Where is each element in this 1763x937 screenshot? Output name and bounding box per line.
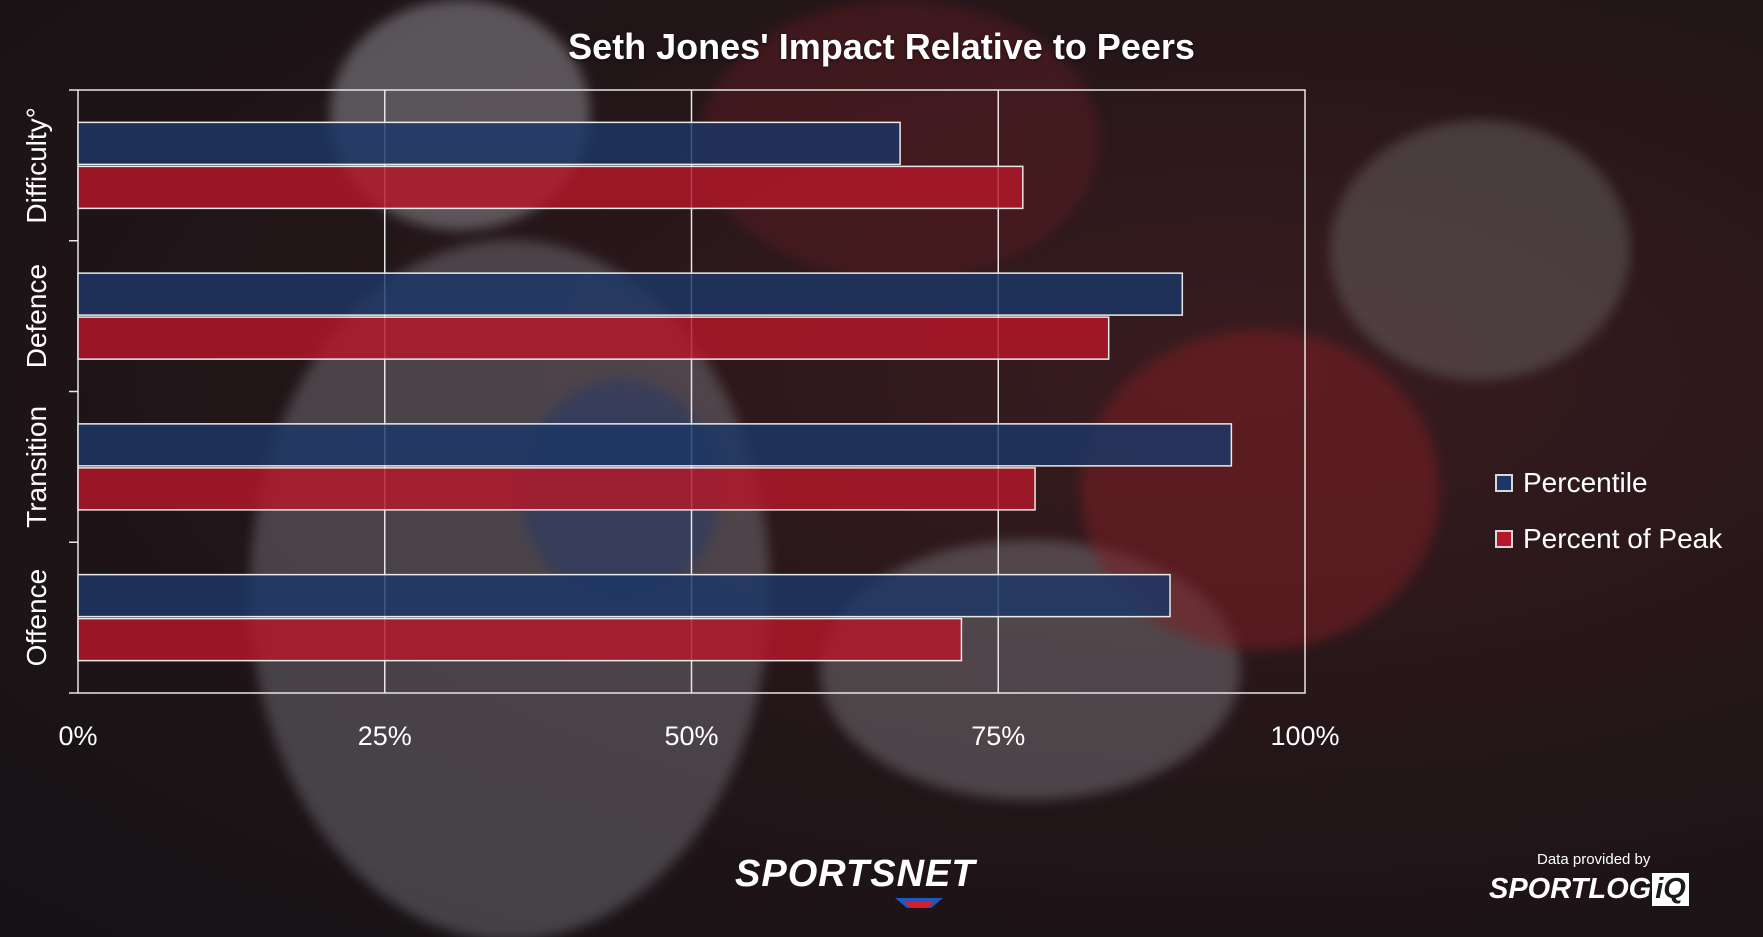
x-tick-label: 0%	[58, 721, 97, 751]
sportlogiq-logo-text: SPORTLOG	[1489, 873, 1652, 905]
bar-percentile	[77, 573, 1171, 618]
legend: Percentile Percent of Peak	[1495, 455, 1722, 567]
y-category-label: Defence	[21, 264, 52, 368]
bar-percent-of-peak	[77, 165, 1024, 210]
chart-title: Seth Jones' Impact Relative to Peers	[568, 26, 1195, 67]
x-tick-label: 100%	[1270, 721, 1339, 751]
bar-percent-of-peak	[77, 316, 1110, 360]
bar-percentile	[77, 423, 1233, 467]
legend-swatch-percent-of-peak	[1495, 530, 1513, 548]
bars	[77, 121, 1233, 662]
legend-item-percentile: Percentile	[1495, 455, 1722, 511]
bar-percent-of-peak	[77, 467, 1036, 511]
y-category-label: Transition	[21, 406, 52, 528]
sportlogiq-logo: SPORTLOG iQ	[1489, 873, 1689, 906]
legend-item-percent-of-peak: Percent of Peak	[1495, 511, 1722, 567]
bar-percent-of-peak	[77, 617, 963, 662]
legend-swatch-percentile	[1495, 474, 1513, 492]
fan-white-shape	[1330, 120, 1630, 380]
legend-label-percent-of-peak: Percent of Peak	[1523, 523, 1723, 554]
bar-percentile	[77, 121, 901, 166]
sportsnet-logo: SPORTSNET	[735, 853, 976, 895]
sportlogiq-logo-box: iQ	[1652, 873, 1689, 906]
bar-percentile	[77, 272, 1184, 316]
x-tick-label: 75%	[971, 721, 1025, 751]
x-tick-label: 50%	[664, 721, 718, 751]
sportsnet-logo-mark	[895, 898, 943, 908]
labels: 0% 25% 50% 75% 100% Difficulty° Defence Transit…	[21, 107, 1340, 751]
x-tick-label: 25%	[358, 721, 412, 751]
data-provided-by-label: Data provided by	[1537, 851, 1651, 868]
y-category-label: Offence	[21, 569, 52, 667]
y-category-label: Difficulty°	[21, 107, 52, 223]
legend-label-percentile: Percentile	[1523, 467, 1648, 498]
